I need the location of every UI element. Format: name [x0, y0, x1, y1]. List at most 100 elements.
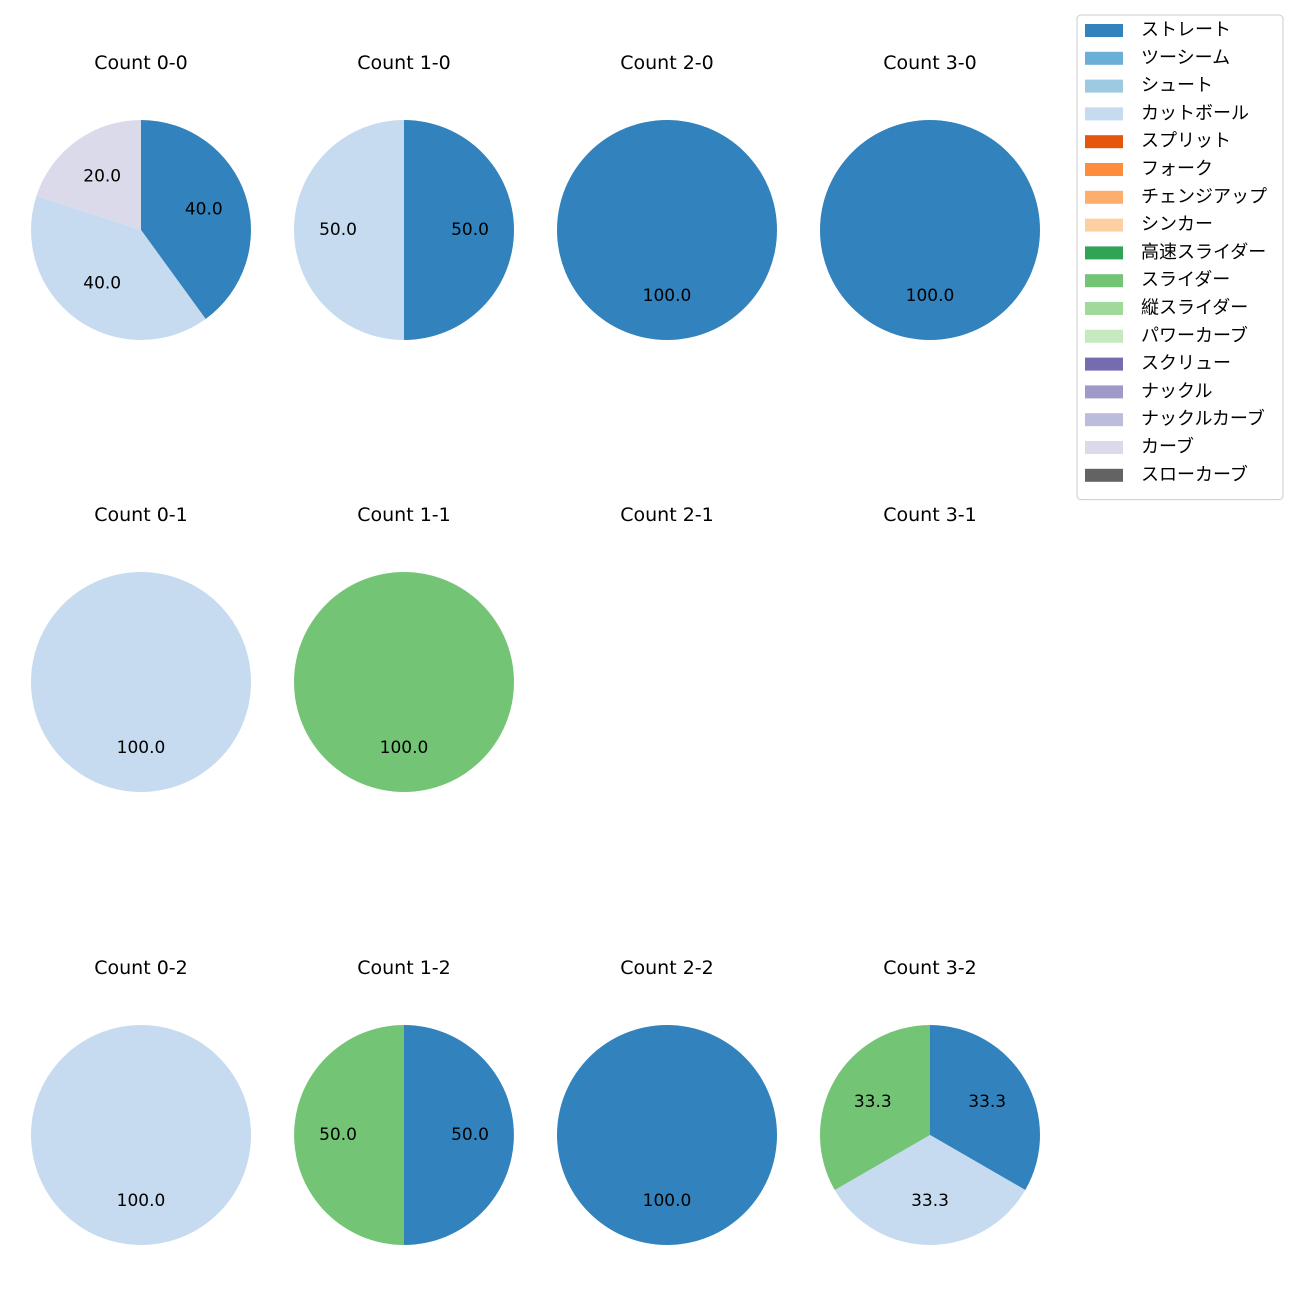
pie-count-0-2: Count 0-2 100.0 — [31, 957, 251, 1245]
legend-item-15: カーブ — [1085, 436, 1194, 458]
pie-title: Count 0-1 — [94, 504, 188, 526]
legend-item-3: カットボール — [1085, 103, 1249, 124]
legend-label: フォーク — [1141, 159, 1213, 180]
slice-count-2-0-0 — [557, 120, 777, 340]
slice-count-3-2-1 — [834, 1135, 1026, 1245]
slice-count-3-2-2 — [820, 1025, 930, 1190]
pie-title: Count 3-1 — [883, 504, 977, 526]
legend-label: チェンジアップ — [1141, 186, 1267, 207]
legend-item-10: 縦スライダー — [1085, 298, 1248, 319]
legend-swatch — [1085, 274, 1123, 288]
slice-count-1-0-0 — [404, 120, 514, 340]
legend-item-0: ストレート — [1085, 20, 1231, 41]
slice-count-3-2-0 — [930, 1025, 1040, 1190]
slice-label: 50.0 — [319, 1125, 357, 1145]
pie-count-0-1: Count 0-1 100.0 — [31, 504, 251, 792]
legend-label: ナックル — [1141, 381, 1212, 402]
legend-item-11: パワーカーブ — [1085, 324, 1248, 346]
slice-count-3-0-0 — [820, 120, 1040, 340]
legend-label: スプリット — [1141, 131, 1231, 152]
slice-label: 100.0 — [117, 738, 166, 758]
pie-count-1-0: Count 1-0 50.0 50.0 — [294, 52, 514, 340]
slice-label: 33.3 — [854, 1092, 892, 1112]
legend-swatch — [1085, 51, 1123, 65]
legend-item-8: 高速スライダー — [1085, 242, 1266, 263]
pie-count-2-0: Count 2-0 100.0 — [557, 52, 777, 340]
pie-count-0-0: Count 0-0 40.0 40.0 20.0 — [30, 52, 252, 341]
slice-count-0-0-1 — [30, 196, 206, 341]
pie-count-1-2: Count 1-2 50.0 50.0 — [294, 957, 514, 1245]
legend-swatch — [1085, 385, 1123, 399]
legend-swatch — [1085, 79, 1123, 93]
pie-count-3-1: Count 3-1 — [883, 504, 977, 526]
legend-item-13: ナックル — [1085, 381, 1212, 402]
legend-label: 高速スライダー — [1141, 242, 1266, 263]
legend-item-12: スクリュー — [1085, 353, 1231, 374]
pie-title: Count 1-1 — [357, 504, 451, 526]
legend-item-16: スローカーブ — [1085, 463, 1248, 485]
pie-title: Count 1-0 — [357, 52, 451, 74]
legend-label: ツーシーム — [1141, 47, 1230, 68]
slice-label: 50.0 — [319, 220, 357, 240]
legend-swatch — [1085, 218, 1123, 232]
slice-count-0-0-2 — [36, 120, 141, 230]
pie-count-2-1: Count 2-1 — [620, 504, 714, 526]
legend-item-14: ナックルカーブ — [1085, 408, 1265, 430]
slice-count-1-2-0 — [404, 1025, 514, 1245]
slice-count-1-0-1 — [294, 120, 404, 340]
pie-count-3-0: Count 3-0 100.0 — [820, 52, 1040, 340]
slice-label: 40.0 — [83, 273, 121, 293]
legend: ストレートツーシームシュートカットボールスプリットフォークチェンジアップシンカー… — [1076, 14, 1284, 501]
legend-item-9: スライダー — [1085, 270, 1230, 291]
legend-swatch — [1085, 163, 1123, 176]
slice-label: 100.0 — [643, 286, 692, 306]
legend-label: シュート — [1141, 75, 1213, 96]
pie-title: Count 2-0 — [620, 52, 714, 74]
legend-label: シンカー — [1141, 214, 1213, 235]
legend-item-6: チェンジアップ — [1085, 186, 1267, 207]
legend-item-2: シュート — [1085, 75, 1213, 96]
slice-label: 100.0 — [380, 738, 429, 758]
legend-label: カットボール — [1141, 103, 1249, 124]
legend-item-1: ツーシーム — [1085, 47, 1230, 68]
slice-label: 100.0 — [117, 1191, 166, 1211]
pie-title: Count 2-1 — [620, 504, 714, 526]
legend-swatch — [1085, 24, 1123, 37]
pie-count-1-1: Count 1-1 100.0 — [294, 504, 514, 792]
slice-label: 100.0 — [643, 1191, 692, 1211]
slice-count-1-2-1 — [294, 1025, 404, 1245]
slice-label: 50.0 — [451, 1125, 489, 1145]
legend-swatch — [1085, 441, 1123, 454]
slice-label: 100.0 — [906, 286, 955, 306]
legend-swatch — [1085, 329, 1123, 343]
legend-swatch — [1085, 357, 1123, 371]
legend-label: スローカーブ — [1141, 463, 1248, 485]
slice-label: 40.0 — [185, 200, 223, 220]
slice-count-0-0-0 — [141, 120, 252, 319]
pie-title: Count 1-2 — [357, 957, 451, 979]
legend-swatch — [1085, 107, 1123, 121]
slice-label: 50.0 — [451, 220, 489, 240]
slice-count-0-2-0 — [31, 1025, 251, 1245]
legend-item-4: スプリット — [1085, 131, 1231, 152]
slice-count-1-1-0 — [294, 572, 514, 792]
pie-count-2-2: Count 2-2 100.0 — [557, 957, 777, 1245]
pie-title: Count 3-0 — [883, 52, 977, 74]
legend-label: 縦スライダー — [1141, 298, 1248, 319]
legend-swatch — [1085, 246, 1123, 260]
slice-count-0-1-0 — [31, 572, 251, 792]
legend-frame — [1076, 14, 1284, 501]
slice-label: 33.3 — [911, 1191, 949, 1211]
slice-label: 33.3 — [968, 1092, 1006, 1112]
legend-item-5: フォーク — [1085, 159, 1213, 180]
pie-title: Count 2-2 — [620, 957, 714, 979]
legend-label: カーブ — [1141, 436, 1194, 458]
pie-title: Count 3-2 — [883, 957, 977, 979]
legend-label: パワーカーブ — [1141, 324, 1248, 346]
legend-item-7: シンカー — [1085, 214, 1213, 235]
pie-title: Count 0-2 — [94, 957, 188, 979]
legend-label: スクリュー — [1141, 353, 1231, 374]
legend-label: ストレート — [1141, 20, 1231, 41]
